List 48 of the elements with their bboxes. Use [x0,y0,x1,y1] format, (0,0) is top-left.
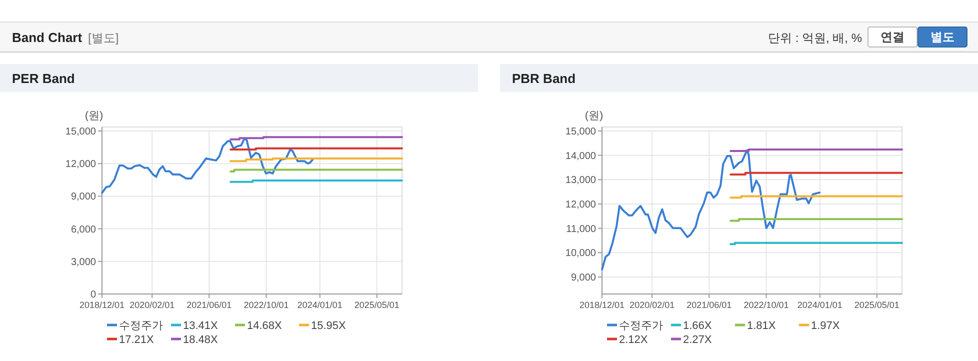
y-tick-label: 12,000 [65,159,96,170]
chart-title: PER Band [12,71,75,86]
text: [별도] [88,31,119,45]
y-tick-label: 0 [90,290,96,300]
x-tick-label: 2024/01/01 [297,300,342,310]
line-series [101,138,314,194]
y-tick-label: 10,000 [565,248,596,260]
legend-label: 1.97X [811,320,840,332]
x-tick-label: 2021/06/01 [186,300,232,310]
y-tick-label: 9,000 [70,192,96,203]
y-tick-label: 11,000 [566,224,596,235]
legend-label: 수정주가 [619,320,663,332]
legend-label: 17.21X [119,334,155,346]
y-tick-label: 3,000 [70,256,96,268]
legend-label: 18.48X [183,334,219,346]
y-axis-title: (원) [84,110,104,122]
y-axis-title: (원) [584,110,604,122]
text: 연결 [880,30,904,44]
line-series [601,149,821,270]
legend-label: 1.66X [683,320,712,332]
y-tick-label: 15,000 [65,126,96,138]
text: 단위 : 억원, 배, % [768,31,862,45]
legend-label: 2.12X [619,334,648,346]
chart-title: PBR Band [512,71,576,86]
x-tick-label: 2018/12/01 [579,300,625,310]
x-tick-label: 2018/12/01 [79,300,125,310]
legend-label: 15.95X [311,320,347,332]
x-tick-label: 2025/05/01 [854,300,900,310]
x-tick-label: 2022/10/01 [244,300,289,310]
text: 별도 [930,30,954,44]
y-tick-label: 13,000 [565,175,596,186]
y-tick-label: 15,000 [565,126,596,138]
legend-label: 2.27X [683,334,712,346]
legend-label: 13.41X [183,320,219,332]
y-tick-label: 6,000 [70,224,96,236]
x-tick-label: 2024/01/01 [797,300,842,310]
legend-label: 1.81X [747,320,776,332]
text: Band Chart [12,30,83,45]
y-tick-label: 14,000 [565,150,596,162]
x-tick-label: 2025/05/01 [354,300,400,310]
legend-label: 수정주가 [119,320,163,332]
x-tick-label: 2022/10/01 [744,300,789,310]
y-tick-label: 9,000 [570,272,596,284]
x-tick-label: 2020/02/01 [630,300,675,310]
x-tick-label: 2020/02/01 [130,300,175,310]
y-tick-label: 12,000 [565,199,596,210]
legend-label: 14.68X [247,320,283,332]
x-tick-label: 2021/06/01 [686,300,732,310]
